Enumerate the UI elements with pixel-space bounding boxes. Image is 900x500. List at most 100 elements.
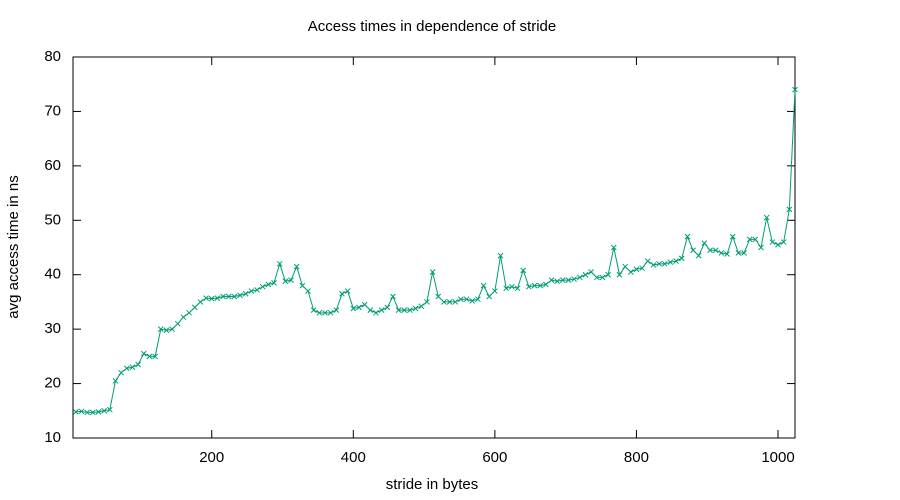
point-marker — [146, 353, 153, 360]
point-marker — [163, 327, 170, 334]
y-tick-label: 50 — [44, 211, 61, 228]
point-marker — [509, 283, 515, 290]
point-marker — [718, 250, 725, 256]
point-marker — [180, 314, 187, 321]
point-marker — [112, 377, 119, 384]
point-marker — [429, 269, 436, 275]
point-marker — [225, 293, 232, 300]
point-marker — [254, 287, 260, 293]
point-marker — [95, 409, 102, 415]
point-marker — [208, 295, 215, 302]
point-marker — [746, 236, 753, 243]
y-tick-label: 70 — [44, 102, 61, 119]
point-marker — [259, 283, 266, 290]
point-marker — [599, 274, 606, 281]
point-marker — [542, 281, 549, 288]
point-marker — [616, 271, 623, 278]
point-marker — [186, 309, 192, 316]
point-marker — [661, 260, 668, 267]
point-marker — [395, 307, 402, 313]
point-marker — [169, 326, 175, 332]
point-marker — [401, 307, 408, 313]
point-marker — [390, 293, 396, 300]
point-marker — [333, 307, 340, 313]
point-marker — [571, 276, 578, 282]
point-marker — [276, 260, 283, 267]
point-marker — [633, 266, 640, 273]
y-tick-label: 30 — [44, 320, 61, 337]
y-tick-label: 60 — [44, 157, 61, 174]
point-marker — [701, 240, 708, 246]
plot-frame — [72, 56, 796, 439]
point-marker — [752, 236, 759, 243]
x-tick-label: 400 — [341, 449, 366, 466]
point-marker — [559, 277, 566, 284]
x-axis-label: stride in bytes — [386, 476, 479, 493]
point-marker — [475, 296, 481, 303]
point-marker — [537, 282, 544, 289]
point-marker — [792, 86, 798, 93]
x-tick-label: 600 — [482, 449, 507, 466]
point-marker — [84, 409, 91, 416]
point-marker — [123, 365, 130, 372]
point-marker — [293, 263, 300, 270]
point-marker — [492, 288, 498, 294]
point-marker — [412, 305, 419, 312]
x-tick-label: 200 — [199, 449, 224, 466]
point-marker — [350, 305, 357, 312]
y-tick-label: 40 — [44, 266, 61, 283]
y-tick-label: 20 — [44, 375, 61, 392]
point-marker — [435, 293, 442, 300]
point-marker — [469, 297, 476, 304]
point-marker — [282, 278, 289, 285]
point-marker — [514, 285, 521, 292]
point-marker — [610, 244, 617, 251]
point-marker — [724, 251, 730, 257]
point-marker — [373, 309, 379, 316]
point-marker — [458, 296, 464, 303]
point-marker — [140, 350, 147, 357]
point-marker — [690, 247, 696, 254]
point-marker — [424, 299, 430, 305]
point-marker — [310, 307, 317, 313]
point-marker — [197, 299, 204, 305]
point-marker — [486, 293, 493, 300]
point-marker — [480, 282, 487, 289]
point-marker — [106, 406, 113, 413]
chart-title: Access times in dependence of stride — [308, 18, 556, 35]
point-marker — [554, 278, 561, 285]
point-marker — [656, 260, 662, 267]
point-marker — [265, 281, 272, 288]
point-marker — [322, 309, 328, 316]
point-marker — [344, 288, 351, 294]
point-marker — [152, 353, 158, 360]
point-marker — [525, 283, 532, 290]
point-marker — [72, 409, 79, 415]
point-marker — [763, 214, 770, 221]
point-marker — [622, 263, 628, 270]
point-marker — [684, 233, 691, 240]
point-marker — [712, 247, 719, 254]
point-marker — [174, 320, 181, 327]
point-marker — [271, 280, 277, 286]
point-marker — [644, 258, 651, 264]
point-marker — [361, 301, 368, 308]
point-marker — [758, 244, 764, 251]
y-tick-label: 80 — [44, 48, 61, 65]
point-marker — [576, 274, 583, 281]
point-marker — [288, 277, 294, 284]
point-marker — [407, 307, 413, 313]
point-marker — [520, 267, 527, 274]
point-marker — [627, 269, 634, 275]
point-marker — [203, 295, 209, 301]
x-tick-label: 1000 — [761, 449, 794, 466]
point-marker — [214, 295, 221, 301]
point-marker — [707, 247, 713, 254]
point-marker — [367, 307, 374, 313]
point-marker — [735, 250, 742, 256]
point-marker — [593, 274, 600, 281]
point-marker — [78, 408, 85, 415]
point-marker — [639, 265, 645, 272]
point-marker — [729, 233, 736, 240]
